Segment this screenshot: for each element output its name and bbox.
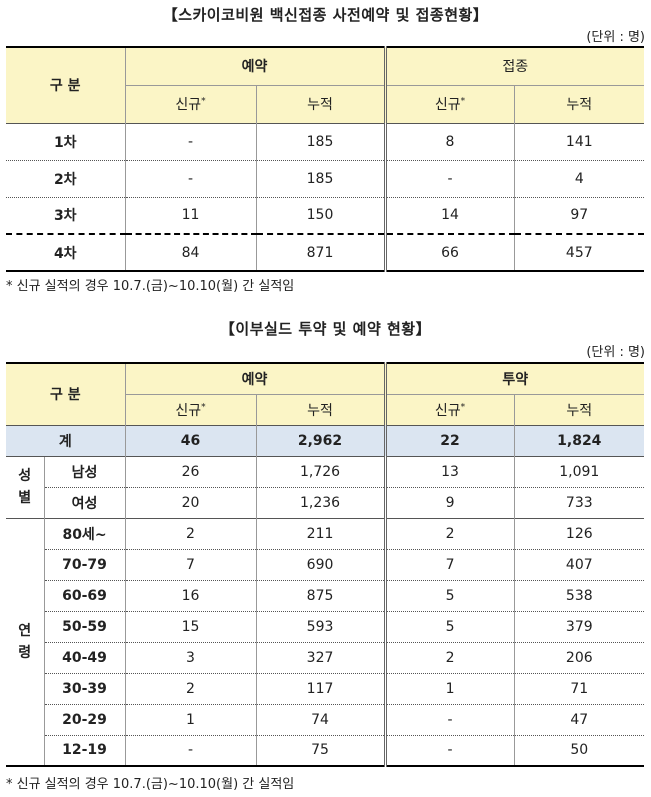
- table-row: 3차 11 150 14 97: [6, 196, 645, 234]
- evusheld-table: 구 분 예약 투약 신규* 누적 신규* 누적 계 46 2,962 22 1,…: [6, 362, 645, 767]
- table1-title: 【스카이코비원 백신접종 사전예약 및 접종현황】: [162, 6, 489, 24]
- table2-title: 【이부실드 투약 및 예약 현황】: [219, 320, 432, 338]
- table-row: 50-59 15 593 5 379: [6, 610, 645, 642]
- table-row: 30-39 2 117 1 71: [6, 672, 645, 704]
- header-cumulative: 누적: [255, 394, 386, 425]
- table-row: 여성 20 1,236 9 733: [6, 486, 645, 518]
- header-vaccination: 접종: [383, 46, 645, 86]
- table-row: 20-29 1 74 - 47: [6, 703, 645, 735]
- header-reservation: 예약: [124, 362, 386, 395]
- reservation-vaccination-table: 구 분 예약 접종 신규* 누적 신규* 누적 1차 - 185 8 141 2…: [6, 46, 645, 272]
- table2-footnote: * 신규 실적의 경우 10.7.(금)~10.10(월) 간 실적임: [6, 777, 295, 792]
- table-row: 60-69 16 875 5 538: [6, 579, 645, 611]
- header-cumulative: 누적: [513, 85, 645, 123]
- table1-unit: (단위 : 명): [586, 30, 645, 45]
- table-row: 12-19 - 75 - 50: [6, 734, 645, 767]
- header-category: 구 분: [6, 362, 126, 425]
- table-row: 70-79 7 690 7 407: [6, 548, 645, 580]
- table1-footnote: * 신규 실적의 경우 10.7.(금)~10.10(월) 간 실적임: [6, 279, 295, 294]
- total-row: 계 46 2,962 22 1,824: [6, 424, 645, 456]
- header-cumulative: 누적: [255, 85, 386, 123]
- header-category: 구 분: [6, 46, 125, 123]
- header-cumulative: 누적: [513, 394, 645, 425]
- table2-unit: (단위 : 명): [586, 345, 645, 360]
- table-row: 4차 84 871 66 457: [6, 233, 645, 272]
- header-new: 신규*: [124, 394, 257, 425]
- header-reservation: 예약: [124, 46, 386, 86]
- header-new: 신규*: [124, 85, 256, 123]
- header-new: 신규*: [383, 394, 515, 425]
- header-administration: 투약: [383, 362, 645, 395]
- table-row: 2차 - 185 - 4: [6, 159, 645, 197]
- table-row: 40-49 3 327 2 206: [6, 641, 645, 673]
- table-row: 1차 - 185 8 141: [6, 122, 645, 160]
- header-new: 신규*: [383, 85, 515, 123]
